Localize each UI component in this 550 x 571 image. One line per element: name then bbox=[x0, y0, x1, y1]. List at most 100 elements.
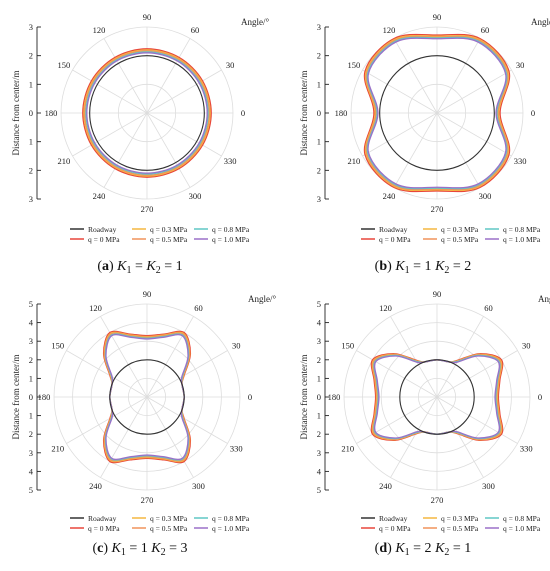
angle-tick-label: 90 bbox=[433, 289, 442, 299]
grid-spoke bbox=[436, 38, 481, 114]
grid-spoke bbox=[436, 112, 512, 157]
legend-label-q03: q = 0.3 MPa bbox=[150, 514, 188, 523]
angle-tick-label: 270 bbox=[141, 204, 154, 214]
angle-tick-label: 300 bbox=[189, 191, 202, 201]
caption-letter: b bbox=[379, 259, 387, 274]
angle-tick-label: 210 bbox=[341, 444, 354, 454]
grid-spoke bbox=[146, 396, 194, 478]
caption-k2-sub: 2 bbox=[444, 265, 449, 276]
legend: Roadway q = 0.3 MPa q = 0.8 MPa q = 0 MPa q … bbox=[70, 514, 250, 533]
series-line-q10 bbox=[367, 37, 507, 189]
legend-label-q10: q = 1.0 MPa bbox=[212, 235, 250, 244]
series-line-q05 bbox=[365, 35, 509, 191]
radial-tick-label: 5 bbox=[317, 299, 321, 309]
grid-spoke bbox=[436, 396, 518, 444]
caption-k2: K bbox=[150, 541, 161, 556]
angle-tick-label: 60 bbox=[194, 303, 203, 313]
angle-tick-label: 0 bbox=[248, 392, 252, 402]
angle-tick-label: 180 bbox=[335, 108, 348, 118]
grid-spoke bbox=[100, 396, 148, 478]
angle-tick-label: 30 bbox=[232, 341, 241, 351]
grid-spoke bbox=[436, 316, 484, 398]
angle-tick-label: 300 bbox=[482, 481, 495, 491]
angle-tick-label: 120 bbox=[93, 25, 106, 35]
radial-tick-label: 2 bbox=[317, 165, 321, 175]
legend-label-q03: q = 0.3 MPa bbox=[441, 225, 479, 234]
radial-axis-title: Distance from center/m bbox=[299, 355, 309, 440]
angle-axis-title: Angle/° bbox=[538, 294, 550, 304]
caption-close: ) bbox=[109, 259, 117, 274]
radial-tick-label: 2 bbox=[29, 429, 33, 439]
radial-tick-label: 1 bbox=[317, 373, 321, 383]
angle-tick-label: 330 bbox=[230, 444, 243, 454]
legend-label-q08: q = 0.8 MPa bbox=[212, 225, 250, 234]
series-line-q10 bbox=[374, 355, 500, 439]
grid-spoke bbox=[146, 350, 228, 398]
grid-spoke bbox=[103, 38, 148, 114]
series-line-q03 bbox=[364, 34, 510, 192]
grid-spoke bbox=[393, 112, 438, 188]
radial-tick-label: 0 bbox=[29, 108, 33, 118]
legend-label-q03: q = 0.3 MPa bbox=[441, 514, 479, 523]
caption-k1-sub: 1 bbox=[405, 547, 410, 558]
panel-caption: (a) K1 = K2 = 1 bbox=[97, 259, 182, 276]
radial-tick-label: 2 bbox=[317, 429, 321, 439]
legend-label-q10: q = 1.0 MPa bbox=[503, 524, 541, 533]
grid-spoke bbox=[146, 112, 222, 157]
grid-spoke bbox=[146, 112, 191, 188]
caption-k1-value: = 1 bbox=[410, 259, 435, 274]
legend-label-q0: q = 0 MPa bbox=[379, 524, 411, 533]
radial-tick-label: 1 bbox=[317, 79, 321, 89]
caption-k1-sub: 1 bbox=[405, 265, 410, 276]
angle-tick-label: 0 bbox=[531, 108, 535, 118]
polar-panel-d: 0306090120150180210240270300330Angle/°54… bbox=[299, 289, 550, 558]
legend-label-q05: q = 0.5 MPa bbox=[441, 524, 479, 533]
angle-tick-label: 180 bbox=[328, 392, 341, 402]
angle-axis-title: Angle/° bbox=[241, 17, 269, 27]
roadway-circle bbox=[399, 359, 475, 435]
radial-tick-label: 3 bbox=[29, 22, 33, 32]
legend-label-q05: q = 0.5 MPa bbox=[150, 235, 188, 244]
angle-tick-label: 300 bbox=[479, 191, 492, 201]
angle-tick-label: 90 bbox=[143, 289, 152, 299]
radial-tick-label: 3 bbox=[317, 448, 321, 458]
legend-label-q10: q = 1.0 MPa bbox=[503, 235, 541, 244]
radial-axis-title: Distance from center/m bbox=[299, 71, 309, 156]
radial-tick-label: 5 bbox=[317, 485, 321, 495]
grid-spoke bbox=[72, 69, 148, 114]
angle-tick-label: 120 bbox=[89, 303, 102, 313]
radial-tick-label: 3 bbox=[29, 194, 33, 204]
angle-tick-label: 330 bbox=[224, 156, 237, 166]
radial-tick-label: 1 bbox=[317, 411, 321, 421]
roadway-circle bbox=[379, 55, 495, 171]
angle-tick-label: 180 bbox=[38, 392, 51, 402]
radial-tick-label: 2 bbox=[317, 51, 321, 61]
angle-tick-label: 330 bbox=[514, 156, 527, 166]
radial-tick-label: 4 bbox=[29, 318, 34, 328]
radial-tick-label: 1 bbox=[29, 79, 33, 89]
angle-tick-label: 30 bbox=[226, 60, 235, 70]
angle-tick-label: 180 bbox=[45, 108, 58, 118]
angle-tick-label: 210 bbox=[57, 156, 70, 166]
angle-tick-label: 60 bbox=[484, 303, 493, 313]
radial-tick-label: 3 bbox=[317, 194, 321, 204]
grid-spoke bbox=[436, 69, 512, 114]
series-line-q08 bbox=[85, 51, 209, 175]
radial-tick-label: 4 bbox=[317, 466, 322, 476]
legend-label-roadway: Roadway bbox=[88, 225, 117, 234]
legend-label-q08: q = 0.8 MPa bbox=[503, 514, 541, 523]
caption-value: = 1 bbox=[161, 259, 183, 274]
grid-spoke bbox=[362, 69, 438, 114]
caption-k2-sub: 2 bbox=[444, 547, 449, 558]
legend-label-q05: q = 0.5 MPa bbox=[150, 524, 188, 533]
grid-spoke bbox=[146, 69, 222, 114]
grid-spoke bbox=[66, 350, 148, 398]
polar-panel-c: 0306090120150180210240270300330Angle/°54… bbox=[11, 289, 276, 558]
grid-spoke bbox=[436, 112, 481, 188]
caption-k2: K bbox=[434, 541, 445, 556]
caption-letter: c bbox=[97, 541, 103, 556]
radial-tick-label: 0 bbox=[29, 392, 33, 402]
caption-k2-sub: 2 bbox=[161, 547, 166, 558]
grid-spoke bbox=[390, 316, 438, 398]
